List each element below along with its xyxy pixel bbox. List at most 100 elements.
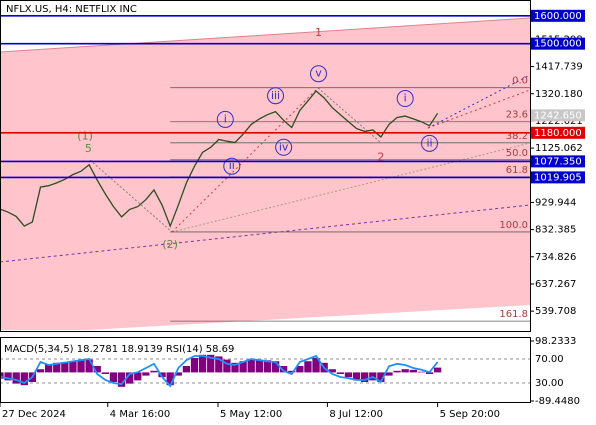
macd-bar	[215, 356, 223, 373]
y-tick-label: 929.944	[535, 197, 576, 208]
macd-bar	[117, 372, 126, 387]
macd-bar	[361, 372, 369, 382]
macd-bar	[304, 361, 312, 373]
y-tick-label: 1320.180	[535, 89, 583, 100]
macd-bar	[279, 366, 288, 373]
wave-label: iii	[271, 89, 280, 102]
macd-bar	[425, 372, 434, 375]
wave-label: ii	[426, 136, 432, 149]
y-tick-label: 734.826	[535, 252, 576, 263]
fib-label: 100.0	[499, 220, 528, 231]
wave-circle	[216, 110, 234, 128]
macd-bar	[150, 370, 158, 373]
y-tick-label: 637.267	[535, 279, 576, 290]
y2-tick-label: 30.00	[535, 378, 564, 389]
main-border	[0, 0, 531, 332]
macd-bar	[255, 359, 263, 373]
level-box	[531, 37, 585, 50]
y-tick-label: -89.4480	[535, 396, 580, 407]
x-tick-label: 8 Jul 12:00	[329, 409, 383, 420]
fib-label: 23.6	[506, 110, 528, 121]
wave-circle	[275, 138, 293, 156]
trend-line	[0, 204, 530, 263]
macd-bar	[77, 360, 85, 373]
macd-bar	[142, 372, 150, 376]
wave-label: ii	[229, 159, 235, 172]
fib-label: 50.0	[506, 148, 528, 159]
macd-bar	[93, 366, 101, 373]
y-tick-label: 1222.621	[535, 116, 583, 127]
macd-bar	[352, 372, 361, 381]
x-tick-label: 4 Mar 16:00	[110, 409, 170, 420]
wave-circle	[223, 157, 241, 175]
macd-bar	[401, 369, 409, 373]
last-price-box	[531, 109, 585, 122]
sub-border	[0, 337, 531, 403]
wave-label: 5	[85, 142, 92, 155]
macd-bar	[263, 360, 272, 373]
macd-bar	[134, 372, 142, 381]
wave-circle	[396, 90, 414, 108]
macd-bar	[328, 369, 336, 373]
level-label: 1500.000	[534, 39, 582, 50]
main-panel: 1515.2981417.7391320.1801222.6211125.062…	[0, 9, 585, 322]
macd-bar	[85, 359, 93, 373]
y-tick-label: 1125.062	[535, 143, 583, 154]
wave-label: i	[404, 92, 407, 105]
level-label: 1600.000	[534, 11, 582, 22]
macd-bar	[158, 372, 166, 378]
wave-label: iv	[279, 140, 289, 153]
y-tick-label: 1417.739	[535, 62, 583, 73]
last-price-label: 1242.650	[534, 110, 582, 121]
wave-label: (1)	[77, 129, 93, 142]
wave-line	[171, 87, 319, 233]
level-box	[531, 171, 585, 184]
macd-bar	[433, 367, 442, 373]
macd-bar	[312, 358, 320, 373]
macd-bar	[271, 361, 280, 373]
macd-bar	[174, 372, 182, 376]
macd-bar	[36, 369, 45, 373]
macd-bar	[0, 372, 4, 379]
macd-bar	[377, 372, 385, 382]
wave-label: (2)	[162, 238, 178, 251]
price-line	[0, 90, 439, 228]
sub-panel: 70.00 30.00 98.2333 -89.4480	[0, 336, 580, 407]
wave-circle	[267, 87, 285, 105]
macd-bar	[288, 370, 296, 373]
wave-circle	[421, 134, 439, 152]
macd-bar	[4, 372, 12, 381]
trend-line	[171, 142, 530, 233]
macd-bar	[393, 370, 401, 373]
macd-bar	[166, 372, 174, 386]
macd-bar	[182, 366, 191, 373]
level-box	[531, 155, 585, 168]
macd-bar	[101, 372, 109, 375]
y-tick-label: 832.385	[535, 225, 576, 236]
macd-bar	[207, 354, 215, 373]
level-label: 1019.905	[534, 172, 582, 183]
y2-tick-label: 70.00	[535, 354, 564, 365]
channel-top	[0, 17, 530, 53]
macd-bar	[336, 372, 345, 375]
macd-bar	[12, 372, 20, 384]
wave-label: 2	[377, 150, 384, 163]
fib-label: 0.0	[512, 76, 528, 87]
rsi-line	[0, 354, 439, 388]
x-tick-label: 5 Sep 20:00	[440, 409, 500, 420]
macd-bar	[198, 354, 207, 373]
level-label: 1180.000	[534, 128, 582, 139]
y-tick-label: 98.2333	[535, 336, 576, 347]
x-tick-label: 27 Dec 2024	[2, 409, 66, 420]
macd-bar	[296, 366, 304, 373]
indicator-title: MACD(5,34,5) 18.2781 18.9139 RSI(14) 58.…	[4, 344, 234, 355]
macd-bar	[44, 364, 53, 373]
fib-label: 61.8	[506, 165, 528, 176]
y-tick-label: 539.708	[535, 306, 576, 317]
macd-bar	[69, 361, 77, 373]
macd-bar	[231, 362, 239, 373]
level-label: 1077.350	[534, 156, 582, 167]
macd-bar	[417, 371, 426, 373]
macd-bar	[223, 359, 231, 373]
